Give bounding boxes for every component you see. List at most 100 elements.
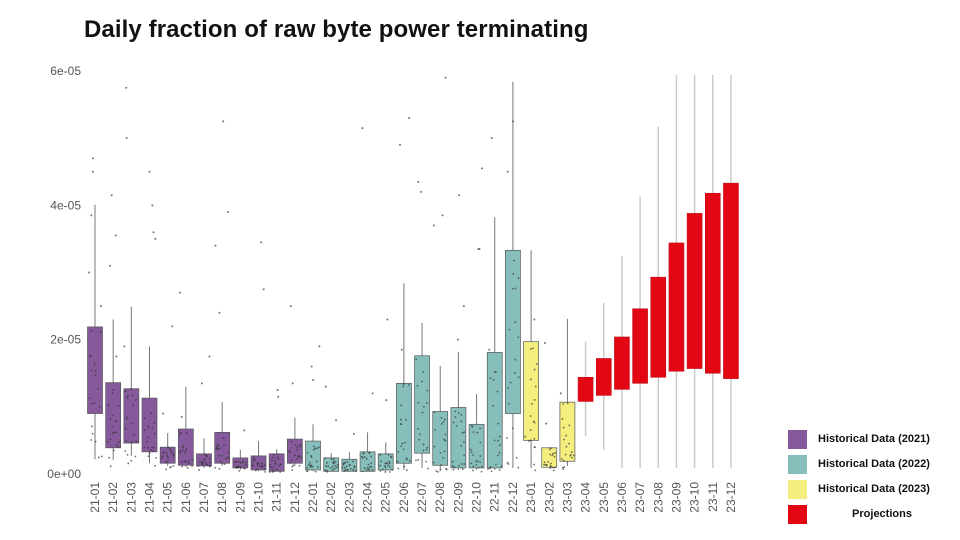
box-22-11 [486,137,503,473]
observation-point [419,433,421,435]
outlier-point [310,365,313,368]
observation-point [443,418,446,421]
observation-point [497,454,499,457]
outlier-point [218,311,221,314]
outlier-point [559,392,562,395]
observation-point [415,459,417,462]
outlier-point [458,194,461,197]
observation-point [90,439,93,441]
x-tick-label: 23-03 [560,482,574,513]
box-body [559,401,576,462]
observation-point [480,470,483,473]
observation-point [218,467,221,470]
observation-point [560,458,563,460]
observation-point [153,432,156,435]
outlier-point [88,271,91,274]
box-body [541,447,558,468]
box-22-09 [450,194,467,471]
observation-point [88,397,91,400]
observation-point [386,462,389,465]
observation-point [155,456,157,459]
box-21-07 [196,355,212,471]
observation-point [205,463,208,466]
observation-point [402,448,405,451]
observation-point [487,468,489,470]
observation-point [146,436,149,439]
outlier-point [456,338,459,341]
observation-point [268,463,271,466]
outlier-point [99,305,102,308]
x-tick-label: 21-05 [161,482,175,513]
box-body [123,388,140,444]
observation-point [170,452,173,454]
outlier-point [171,325,174,328]
observation-point [297,455,300,458]
observation-point [172,464,175,467]
observation-point [274,462,277,465]
x-tick-label: 23-06 [615,482,629,513]
box-body [614,336,630,390]
observation-point [451,465,454,467]
observation-point [271,468,274,471]
observation-point [131,394,134,397]
observation-point [208,464,211,467]
outlier-point [114,234,117,237]
observation-point [365,457,368,460]
observation-point [547,460,550,463]
observation-point [91,402,93,405]
observation-point [368,469,371,472]
observation-point [472,431,475,434]
observation-point [90,329,93,332]
observation-point [489,377,492,380]
observation-point [460,420,463,423]
observation-point [115,443,118,446]
observation-point [151,446,153,449]
observation-point [117,404,120,407]
observation-point [352,460,354,463]
box-body [178,428,194,466]
observation-point [426,446,429,449]
observation-point [543,463,546,466]
observation-point [388,471,391,473]
box-body [305,440,321,471]
observation-point [130,459,133,462]
observation-point [260,462,263,465]
legend-swatch-projections [788,505,807,524]
observation-point [403,465,406,468]
observation-point [461,431,464,434]
observation-point [228,457,231,460]
observation-point [346,461,349,463]
observation-point [154,464,156,467]
observation-point [89,355,91,358]
observation-point [470,451,473,453]
outlier-point [90,214,93,217]
observation-point [349,467,352,470]
x-tick-label: 22-01 [306,482,320,513]
observation-point [453,466,456,468]
observation-point [405,469,408,472]
observation-point [488,467,491,470]
observation-point [533,437,536,440]
observation-point [187,462,190,464]
observation-point [183,460,186,462]
observation-point [179,452,182,455]
observation-point [124,390,127,392]
outlier-point [243,429,246,432]
observation-point [94,374,96,377]
observation-point [181,465,183,468]
observation-point [115,431,117,434]
observation-point [147,455,150,458]
observation-point [252,458,255,461]
observation-point [507,386,510,389]
outlier-point [277,395,280,398]
observation-point [455,424,458,427]
observation-point [463,431,466,434]
observation-point [388,462,391,465]
observation-point [551,454,554,457]
observation-point [344,461,347,464]
x-tick-label: 21-08 [215,482,229,513]
observation-point [333,467,336,470]
observation-point [460,444,462,447]
x-tick-label: 22-03 [342,482,356,513]
observation-point [370,455,373,458]
